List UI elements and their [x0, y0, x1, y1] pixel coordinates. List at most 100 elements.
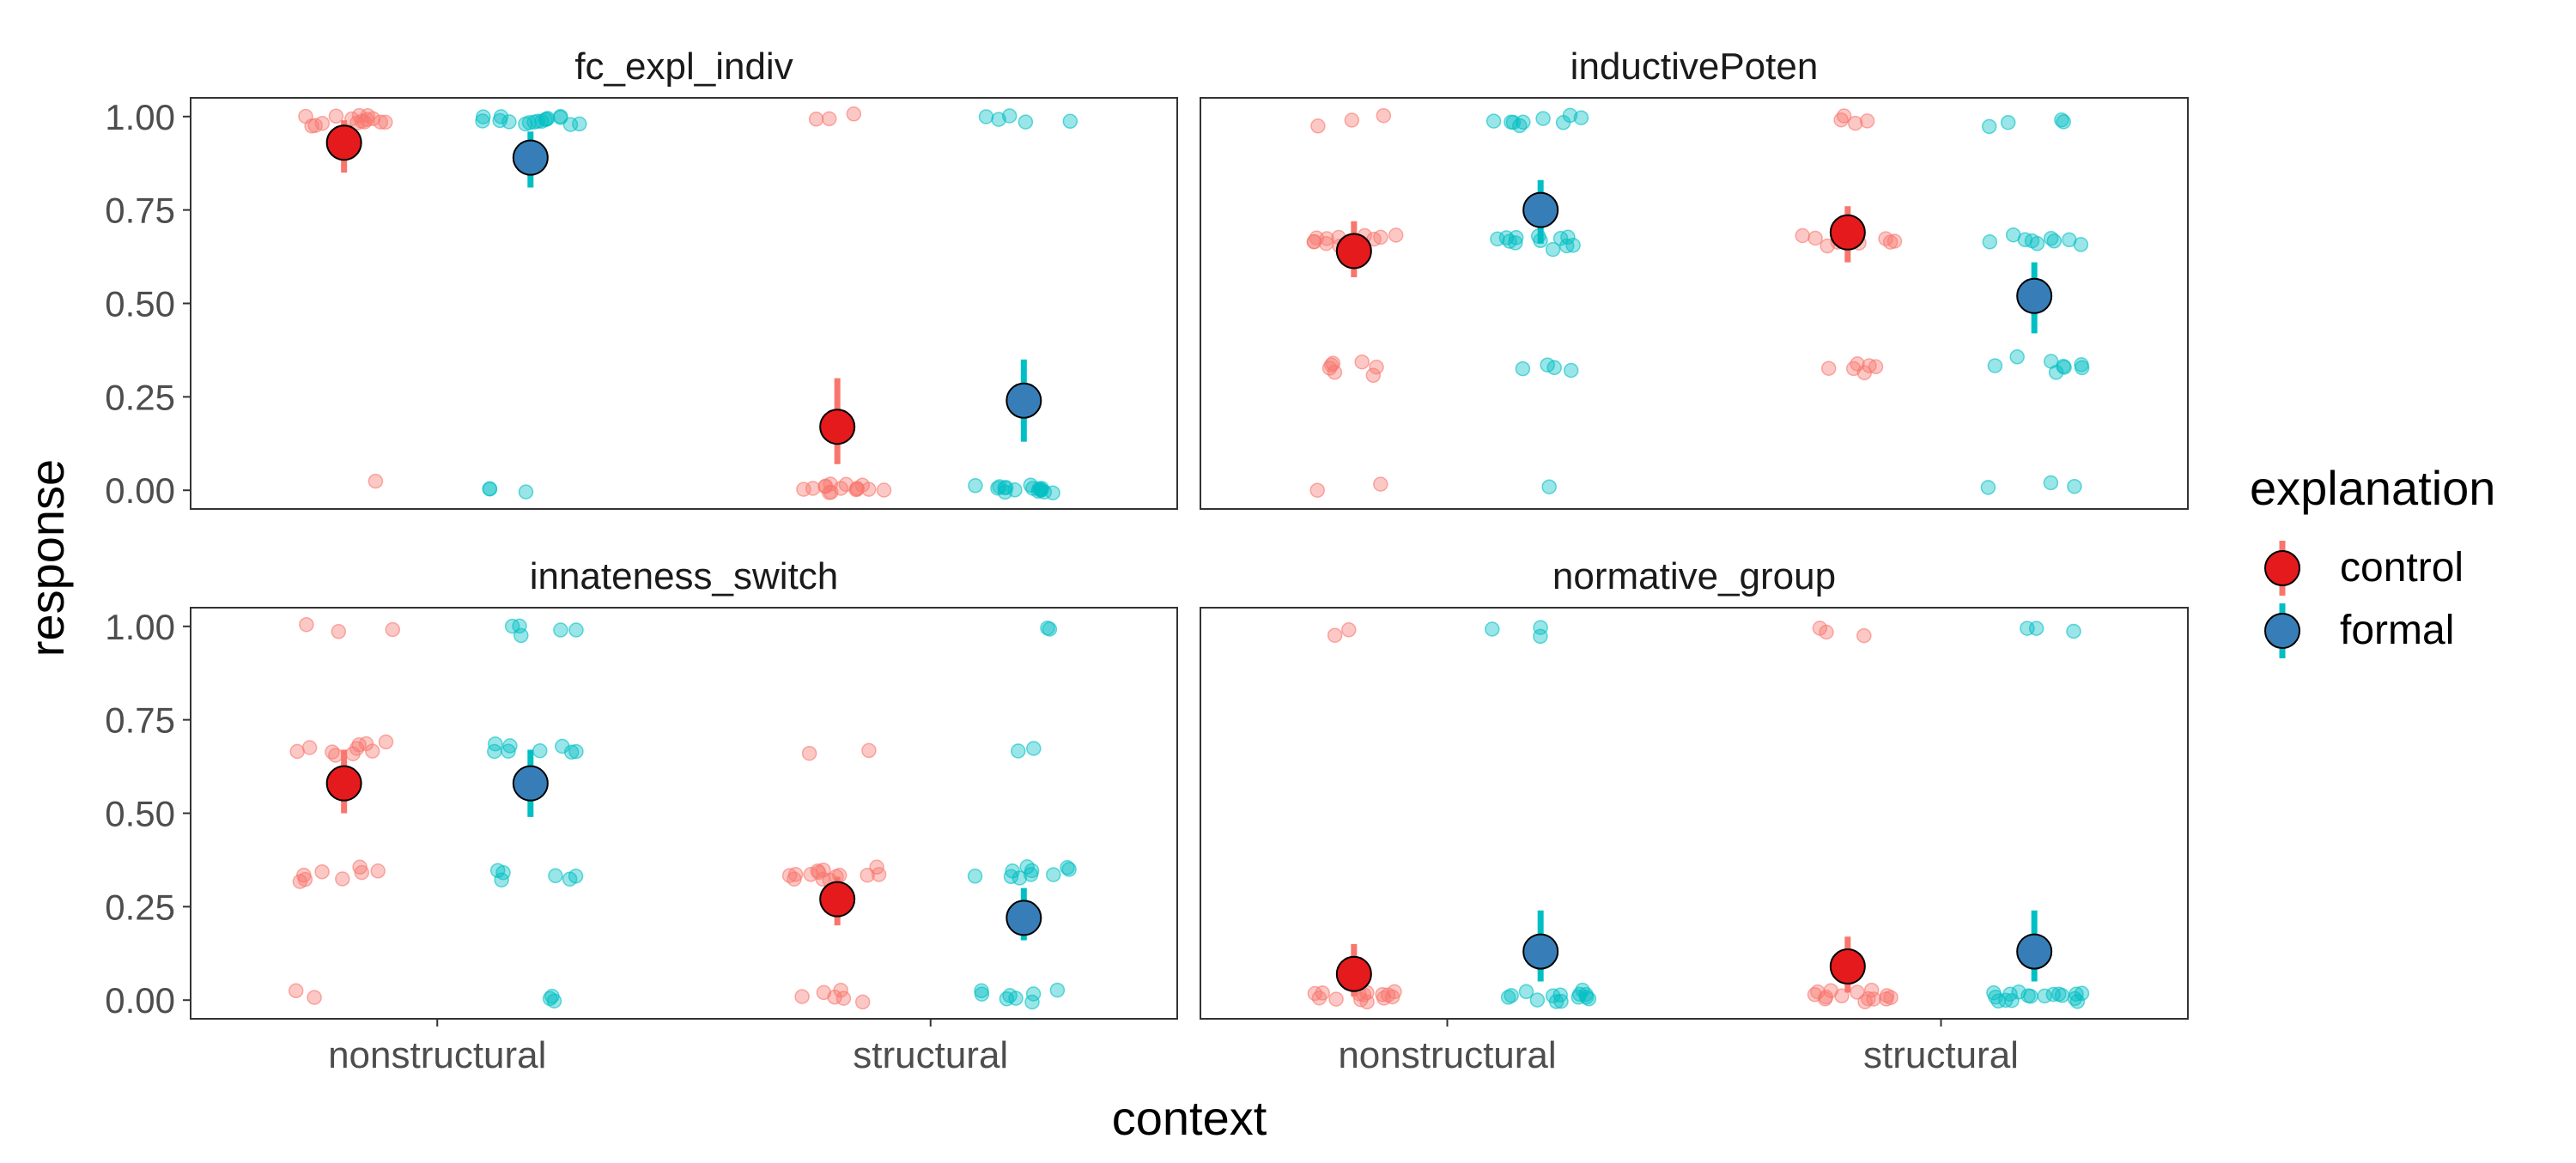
raw-point-formal [978, 109, 994, 124]
raw-point-formal [2011, 984, 2026, 1000]
raw-point-control [1388, 227, 1404, 243]
raw-point-formal [1533, 628, 1548, 645]
raw-point-control [378, 114, 393, 130]
raw-point-formal [475, 113, 490, 129]
raw-point-control [833, 982, 848, 998]
y-tick-label: 0.00 [105, 470, 175, 511]
legend-label-formal: formal [2340, 608, 2454, 653]
x-tick-label: structural [853, 1034, 1008, 1076]
panel-title: normative_group [1552, 555, 1836, 597]
legend-key-point-control [2264, 550, 2300, 586]
raw-point-formal [1011, 743, 1026, 759]
raw-point-formal [968, 478, 983, 494]
raw-point-control [846, 106, 862, 122]
mean-point-formal [1005, 382, 1042, 419]
raw-point-formal [1485, 621, 1500, 637]
raw-point-control [370, 863, 386, 879]
y-axis-title: response [20, 459, 74, 657]
raw-point-control [854, 994, 871, 1010]
raw-point-formal [2062, 232, 2077, 248]
mean-point-formal [512, 139, 549, 176]
raw-point-formal [1508, 230, 1524, 245]
mean-point-control [1335, 233, 1372, 270]
raw-point-formal [1515, 360, 1531, 377]
raw-point-control [1795, 227, 1810, 244]
raw-point-formal [1982, 234, 1998, 250]
raw-point-formal [1023, 867, 1039, 882]
mean-point-control [819, 881, 856, 918]
mean-point-formal [1522, 933, 1559, 970]
raw-point-control [1817, 991, 1833, 1007]
raw-point-formal [2009, 349, 2025, 365]
mean-point-formal [1522, 191, 1559, 228]
raw-point-control [805, 481, 821, 496]
raw-point-control [1306, 234, 1322, 250]
raw-point-formal [1049, 982, 1066, 998]
raw-point-control [821, 111, 837, 127]
raw-point-control [1365, 367, 1382, 384]
raw-point-control [1863, 982, 1880, 998]
raw-point-formal [546, 993, 562, 1009]
mean-point-formal [2016, 933, 2053, 970]
raw-point-control [794, 989, 810, 1004]
raw-point-formal [501, 743, 516, 759]
y-tick-label: 0.25 [105, 887, 175, 927]
raw-point-formal [1573, 110, 1589, 125]
raw-point-formal [502, 738, 518, 754]
raw-point-formal [568, 743, 584, 760]
raw-point-control [335, 871, 350, 887]
raw-point-formal [1490, 231, 1505, 247]
raw-point-control [1327, 365, 1343, 380]
raw-point-formal [2043, 475, 2059, 491]
raw-point-control [876, 482, 892, 498]
raw-point-formal [488, 736, 503, 752]
mean-point-control [1829, 214, 1866, 251]
raw-point-control [331, 624, 347, 639]
raw-point-control [871, 867, 887, 882]
mean-point-formal [1005, 900, 1042, 936]
panel-border [1200, 97, 2189, 510]
raw-point-control [1373, 476, 1388, 492]
raw-point-formal [1545, 241, 1561, 257]
y-tick-label: 0.75 [105, 700, 175, 741]
raw-point-formal [1033, 482, 1049, 498]
raw-point-formal [492, 112, 507, 129]
raw-point-formal [1508, 235, 1523, 251]
raw-point-control [1369, 359, 1384, 375]
x-tick-label: nonstructural [1338, 1034, 1556, 1076]
raw-point-formal [2074, 360, 2090, 376]
mean-point-control [819, 409, 856, 445]
raw-point-control [1823, 983, 1838, 998]
raw-point-control [861, 742, 877, 759]
raw-point-formal [2067, 478, 2082, 494]
raw-point-control [345, 746, 361, 761]
raw-point-control [1323, 357, 1340, 373]
legend-label-control: control [2340, 545, 2464, 591]
raw-point-formal [974, 986, 990, 1002]
raw-point-formal [1562, 107, 1578, 124]
raw-point-control [1820, 360, 1837, 376]
raw-point-formal [1987, 358, 2003, 373]
mean-point-control [1335, 955, 1372, 992]
raw-point-formal [1485, 113, 1502, 129]
raw-point-control [787, 871, 802, 887]
raw-point-control [307, 990, 322, 1005]
raw-point-formal [572, 116, 587, 132]
panel-fc_expl_indiv: fc_expl_indiv 0.00 0.25 0.50 0.75 1.00 [105, 45, 1178, 511]
raw-point-formal [1981, 118, 1997, 135]
raw-point-formal [2056, 358, 2071, 374]
raw-point-formal [1026, 741, 1042, 756]
raw-point-control [1376, 107, 1392, 124]
raw-point-control [861, 482, 877, 497]
panel-title: innateness_switch [530, 555, 839, 597]
legend-key-point-formal [2264, 613, 2300, 649]
mean-point-formal [512, 765, 549, 802]
raw-point-control [1857, 994, 1873, 1009]
raw-point-control [1878, 231, 1893, 246]
y-tick-label: 0.25 [105, 377, 175, 417]
raw-point-control [808, 112, 824, 127]
raw-point-formal [2029, 236, 2045, 251]
raw-point-formal [1062, 113, 1078, 130]
y-tick-label: 0.00 [105, 980, 175, 1021]
